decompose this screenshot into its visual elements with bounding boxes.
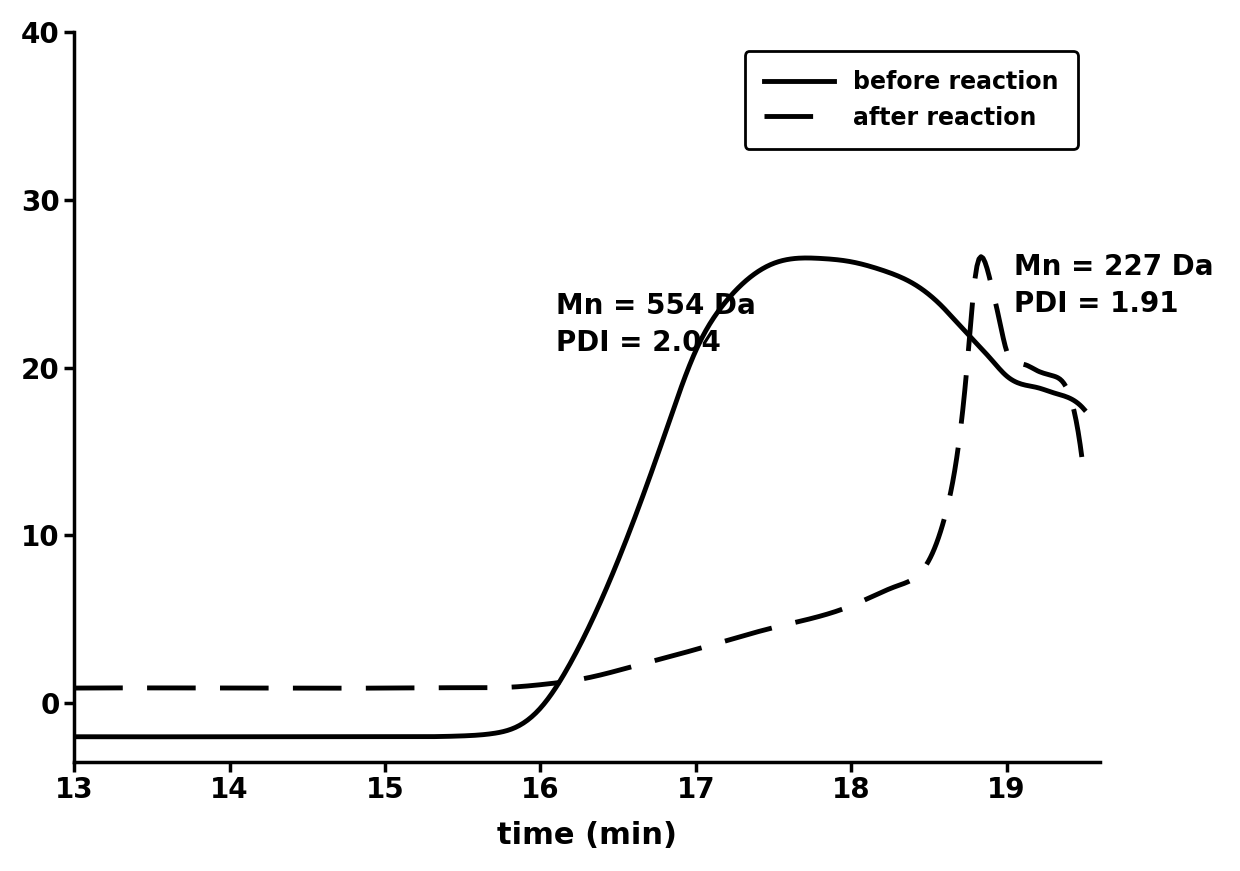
before reaction	[67, 732, 82, 742]
Line: after reaction: after reaction	[74, 257, 1084, 688]
after reaction	[973, 252, 988, 262]
after reaction	[1056, 378, 1071, 388]
before reaction	[670, 393, 684, 403]
Text: Mn = 554 Da
PDI = 2.04: Mn = 554 Da PDI = 2.04	[556, 292, 755, 357]
after reaction	[548, 678, 563, 688]
before reaction	[131, 732, 146, 742]
before reaction	[1056, 391, 1071, 402]
Legend: before reaction, after reaction: before reaction, after reaction	[745, 51, 1078, 149]
X-axis label: time (min): time (min)	[497, 821, 677, 850]
before reaction	[1076, 404, 1091, 415]
Text: Mn = 227 Da
PDI = 1.91: Mn = 227 Da PDI = 1.91	[1014, 253, 1214, 318]
after reaction	[311, 683, 326, 693]
after reaction	[554, 677, 569, 687]
before reaction	[554, 672, 569, 683]
after reaction	[615, 664, 630, 674]
Line: before reaction: before reaction	[74, 258, 1084, 737]
before reaction	[899, 274, 914, 285]
before reaction	[800, 253, 815, 263]
after reaction	[1076, 471, 1091, 482]
after reaction	[67, 683, 82, 693]
before reaction	[615, 544, 630, 554]
after reaction	[670, 649, 684, 659]
after reaction	[897, 578, 911, 589]
before reaction	[548, 682, 563, 692]
